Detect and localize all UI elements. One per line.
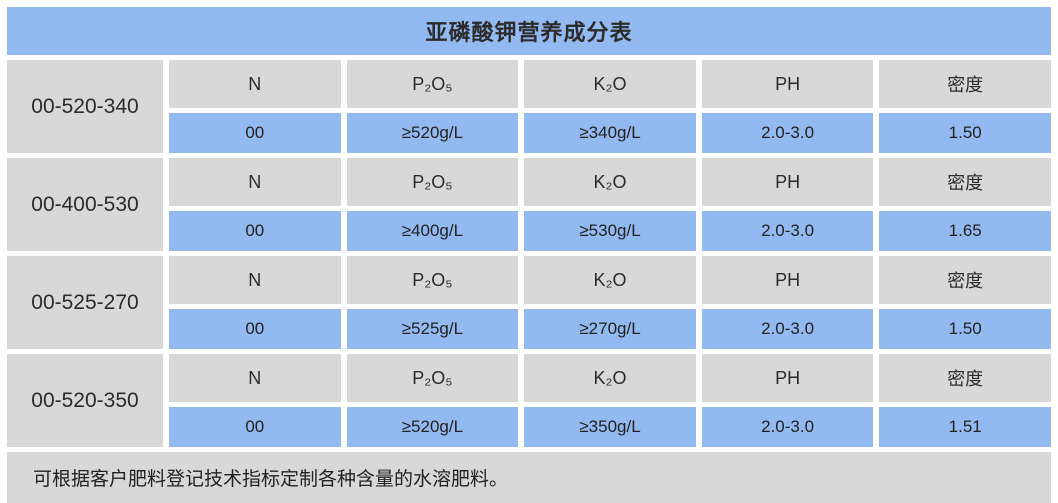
product-code: 00-520-340 (7, 60, 163, 153)
value-n: 00 (169, 309, 341, 349)
column-header-ph: PH (701, 256, 874, 304)
table-title: 亚磷酸钾营养成分表 (7, 7, 1051, 55)
column-header-p2o5: P₂O₅ (346, 158, 519, 206)
product-code: 00-400-530 (7, 158, 163, 251)
value-ph: 2.0-3.0 (701, 407, 874, 447)
product-code: 00-520-350 (7, 354, 163, 447)
value-k2o: ≥350g/L (524, 407, 696, 447)
product-code: 00-525-270 (7, 256, 163, 349)
column-header-k2o: K₂O (524, 354, 696, 402)
value-k2o: ≥530g/L (524, 211, 696, 251)
value-ph: 2.0-3.0 (701, 211, 874, 251)
value-density: 1.65 (879, 211, 1051, 251)
value-n: 00 (169, 407, 341, 447)
product-block-2: 00-400-530 N P₂O₅ K₂O PH 密度 00 ≥400g/L ≥… (7, 158, 1051, 251)
column-header-p2o5: P₂O₅ (346, 354, 519, 402)
column-header-k2o: K₂O (524, 158, 696, 206)
value-density: 1.51 (879, 407, 1051, 447)
column-header-p2o5: P₂O₅ (346, 60, 519, 108)
product-block-3: 00-525-270 N P₂O₅ K₂O PH 密度 00 ≥525g/L ≥… (7, 256, 1051, 349)
value-k2o: ≥340g/L (524, 113, 696, 153)
product-block-4: 00-520-350 N P₂O₅ K₂O PH 密度 00 ≥520g/L ≥… (7, 354, 1051, 447)
value-n: 00 (169, 113, 341, 153)
column-header-n: N (169, 256, 341, 304)
value-p2o5: ≥400g/L (346, 211, 519, 251)
footer-note: 可根据客户肥料登记技术指标定制各种含量的水溶肥料。 (7, 452, 1051, 503)
column-header-n: N (169, 60, 341, 108)
value-ph: 2.0-3.0 (701, 309, 874, 349)
value-ph: 2.0-3.0 (701, 113, 874, 153)
column-header-ph: PH (701, 354, 874, 402)
product-block-1: 00-520-340 N P₂O₅ K₂O PH 密度 00 ≥520g/L ≥… (7, 60, 1051, 153)
value-density: 1.50 (879, 113, 1051, 153)
column-header-ph: PH (701, 158, 874, 206)
value-n: 00 (169, 211, 341, 251)
value-p2o5: ≥525g/L (346, 309, 519, 349)
column-header-density: 密度 (879, 256, 1051, 304)
column-header-n: N (169, 158, 341, 206)
value-density: 1.50 (879, 309, 1051, 349)
column-header-density: 密度 (879, 354, 1051, 402)
value-k2o: ≥270g/L (524, 309, 696, 349)
value-p2o5: ≥520g/L (346, 407, 519, 447)
column-header-density: 密度 (879, 158, 1051, 206)
column-header-k2o: K₂O (524, 256, 696, 304)
column-header-ph: PH (701, 60, 874, 108)
column-header-density: 密度 (879, 60, 1051, 108)
column-header-n: N (169, 354, 341, 402)
value-p2o5: ≥520g/L (346, 113, 519, 153)
column-header-k2o: K₂O (524, 60, 696, 108)
column-header-p2o5: P₂O₅ (346, 256, 519, 304)
